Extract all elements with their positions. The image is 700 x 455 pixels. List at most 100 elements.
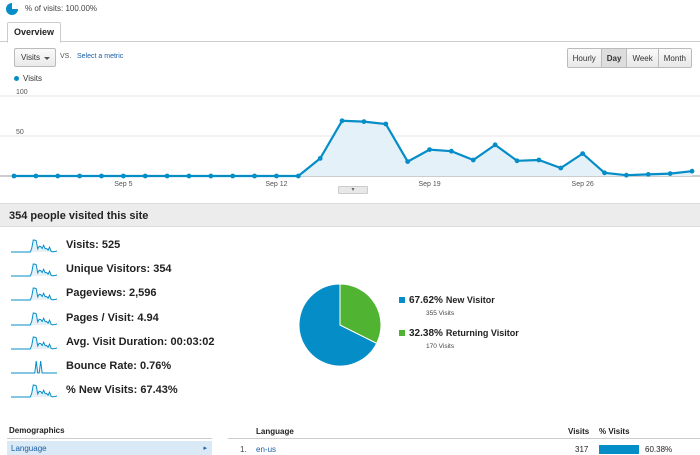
data-point[interactable]: [120, 173, 126, 179]
metric-row[interactable]: Pages / Visit: 4.94: [0, 305, 290, 329]
series-line: [14, 119, 693, 178]
series-area: [14, 120, 692, 176]
returning-visitor-label: Returning Visitor: [445, 328, 519, 338]
data-point[interactable]: [602, 170, 607, 176]
data-point[interactable]: [536, 157, 542, 163]
data-point[interactable]: [667, 171, 673, 176]
metric-row[interactable]: Unique Visitors: 354: [0, 256, 290, 280]
data-point[interactable]: [99, 173, 104, 179]
data-point[interactable]: [77, 173, 83, 179]
metric-row[interactable]: Visits: 525: [0, 232, 290, 256]
data-point[interactable]: [295, 173, 301, 179]
granularity-hourly-button[interactable]: Hourly: [567, 49, 602, 67]
data-point[interactable]: [470, 157, 476, 163]
granularity-toggle: Hourly Day Week Month: [566, 48, 692, 68]
y-tick-label: 100: [16, 89, 28, 96]
data-point[interactable]: [339, 118, 345, 124]
data-point[interactable]: [449, 148, 454, 154]
granularity-week-button[interactable]: Week: [627, 49, 659, 67]
language-table-header: Language Visits % Visits: [228, 426, 700, 439]
pie-segment-icon[interactable]: [6, 3, 18, 15]
sparkline-icon: [11, 336, 58, 350]
metric-label: % New Visits: 67.43%: [66, 384, 178, 397]
column-header-language[interactable]: Language: [256, 427, 294, 436]
sparkline-icon: [11, 287, 58, 301]
chevron-right-icon: ▸: [203, 445, 207, 452]
sparkline-icon: [11, 384, 58, 398]
x-tick-label: Sep 12: [265, 181, 287, 188]
returning-visitor-swatch-icon: [399, 330, 405, 336]
metric-label: Unique Visitors: 354: [66, 263, 172, 276]
metric-row[interactable]: Pageviews: 2,596: [0, 280, 290, 304]
chart-legend: Visits: [14, 74, 42, 83]
data-point[interactable]: [645, 172, 651, 177]
tab-overview[interactable]: Overview: [7, 22, 62, 43]
summary-title: 354 people visited this site: [9, 210, 149, 222]
pct-visits-bar: [599, 445, 639, 454]
segment-label: % of visits: 100.00%: [25, 4, 98, 13]
data-point[interactable]: [33, 173, 39, 179]
data-point[interactable]: [361, 119, 367, 124]
pie-slice-returning-visitor[interactable]: [339, 283, 382, 345]
granularity-day-button[interactable]: Day: [601, 49, 628, 67]
data-point[interactable]: [558, 165, 564, 171]
new-visitor-swatch-icon: [399, 297, 405, 303]
data-point[interactable]: [252, 173, 257, 179]
row-index: 1.: [240, 445, 247, 454]
chevron-down-icon: [44, 57, 50, 60]
demographics-header: Demographics: [7, 426, 212, 439]
x-tick-label: Sep 26: [572, 181, 594, 188]
returning-visitor-pct: 32.38%: [409, 328, 443, 339]
column-header-pct-visits[interactable]: % Visits: [599, 427, 630, 436]
sparkline-icon: [11, 239, 58, 253]
returning-visitor-visits: 170 Visits: [426, 343, 455, 350]
select-metric-link[interactable]: Select a metric: [77, 53, 124, 60]
data-point[interactable]: [230, 173, 236, 179]
visits-line-chart[interactable]: 100 50 Sep 5 Sep 12 Sep 19 Sep 26: [0, 84, 700, 194]
data-point[interactable]: [427, 147, 432, 152]
row-visits: 317: [575, 445, 589, 454]
sparkline-icon: [11, 360, 57, 374]
metric-row[interactable]: Bounce Rate: 0.76%: [0, 353, 290, 377]
data-point[interactable]: [405, 159, 411, 164]
metric-dropdown[interactable]: Visits: [14, 48, 56, 67]
metric-row[interactable]: % New Visits: 67.43%: [0, 377, 290, 401]
data-point[interactable]: [55, 173, 61, 179]
data-point[interactable]: [623, 172, 629, 178]
demographics-item-language[interactable]: Language ▸: [7, 441, 212, 455]
sparkline-icon: [11, 263, 58, 277]
granularity-month-button[interactable]: Month: [658, 49, 691, 67]
demographics-item-label: Language: [11, 444, 47, 453]
chart-resize-handle[interactable]: ▾: [338, 186, 368, 194]
metric-label: Pages / Visit: 4.94: [66, 311, 159, 324]
new-visitor-visits: 355 Visits: [426, 310, 455, 317]
pie-slice-new-visitor[interactable]: [298, 283, 378, 367]
data-point[interactable]: [689, 168, 695, 174]
metric-label: Pageviews: 2,596: [66, 287, 157, 300]
data-point[interactable]: [580, 151, 586, 156]
data-point[interactable]: [186, 173, 192, 179]
data-point[interactable]: [383, 121, 389, 127]
data-point[interactable]: [492, 142, 498, 148]
metric-label: Visits: 525: [66, 239, 121, 251]
language-link[interactable]: en-us: [256, 445, 277, 454]
vs-label: VS.: [60, 53, 72, 60]
column-header-visits[interactable]: Visits: [568, 427, 590, 436]
segment-bar: % of visits: 100.00%: [0, 0, 700, 20]
tab-bar: Overview: [0, 22, 700, 43]
sparkline-icon: [11, 312, 58, 326]
data-point[interactable]: [514, 158, 520, 164]
data-point[interactable]: [142, 173, 148, 179]
metric-label: Bounce Rate: 0.76%: [66, 360, 172, 372]
y-tick-label: 50: [16, 129, 24, 136]
data-point[interactable]: [11, 173, 17, 179]
data-point[interactable]: [164, 173, 170, 179]
data-point[interactable]: [274, 173, 279, 179]
visitor-type-pie-chart[interactable]: [297, 282, 383, 368]
legend-series-name: Visits: [23, 74, 42, 83]
data-point[interactable]: [317, 156, 323, 161]
metric-row[interactable]: Avg. Visit Duration: 00:03:02: [0, 329, 290, 353]
chart-controls: Visits VS. Select a metric Hourly Day We…: [0, 48, 700, 70]
data-point[interactable]: [208, 173, 214, 179]
new-visitor-pct: 67.62%: [409, 295, 443, 306]
